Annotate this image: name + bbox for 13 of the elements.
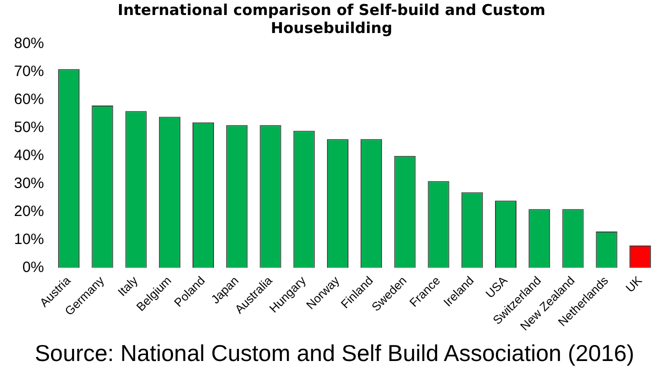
y-tick-label: 70%	[14, 63, 44, 80]
y-tick-label: 10%	[14, 230, 44, 248]
y-tick-label: 20%	[14, 203, 44, 220]
y-tick-label: 80%	[14, 35, 44, 52]
y-tick-label: 50%	[14, 119, 44, 136]
source-note: Source: National Custom and Self Build Association (2016)	[34, 340, 636, 367]
y-tick-label: 30%	[14, 175, 44, 192]
x-tick-label: Italy	[115, 273, 141, 299]
y-tick-label: 60%	[14, 91, 44, 108]
y-tick-label: 40%	[14, 147, 44, 164]
chart-title: International comparison of Self-build and Custom Housebuilding	[118, 0, 546, 37]
x-tick-label: UK	[622, 273, 645, 296]
y-tick-label: 0%	[22, 258, 44, 276]
